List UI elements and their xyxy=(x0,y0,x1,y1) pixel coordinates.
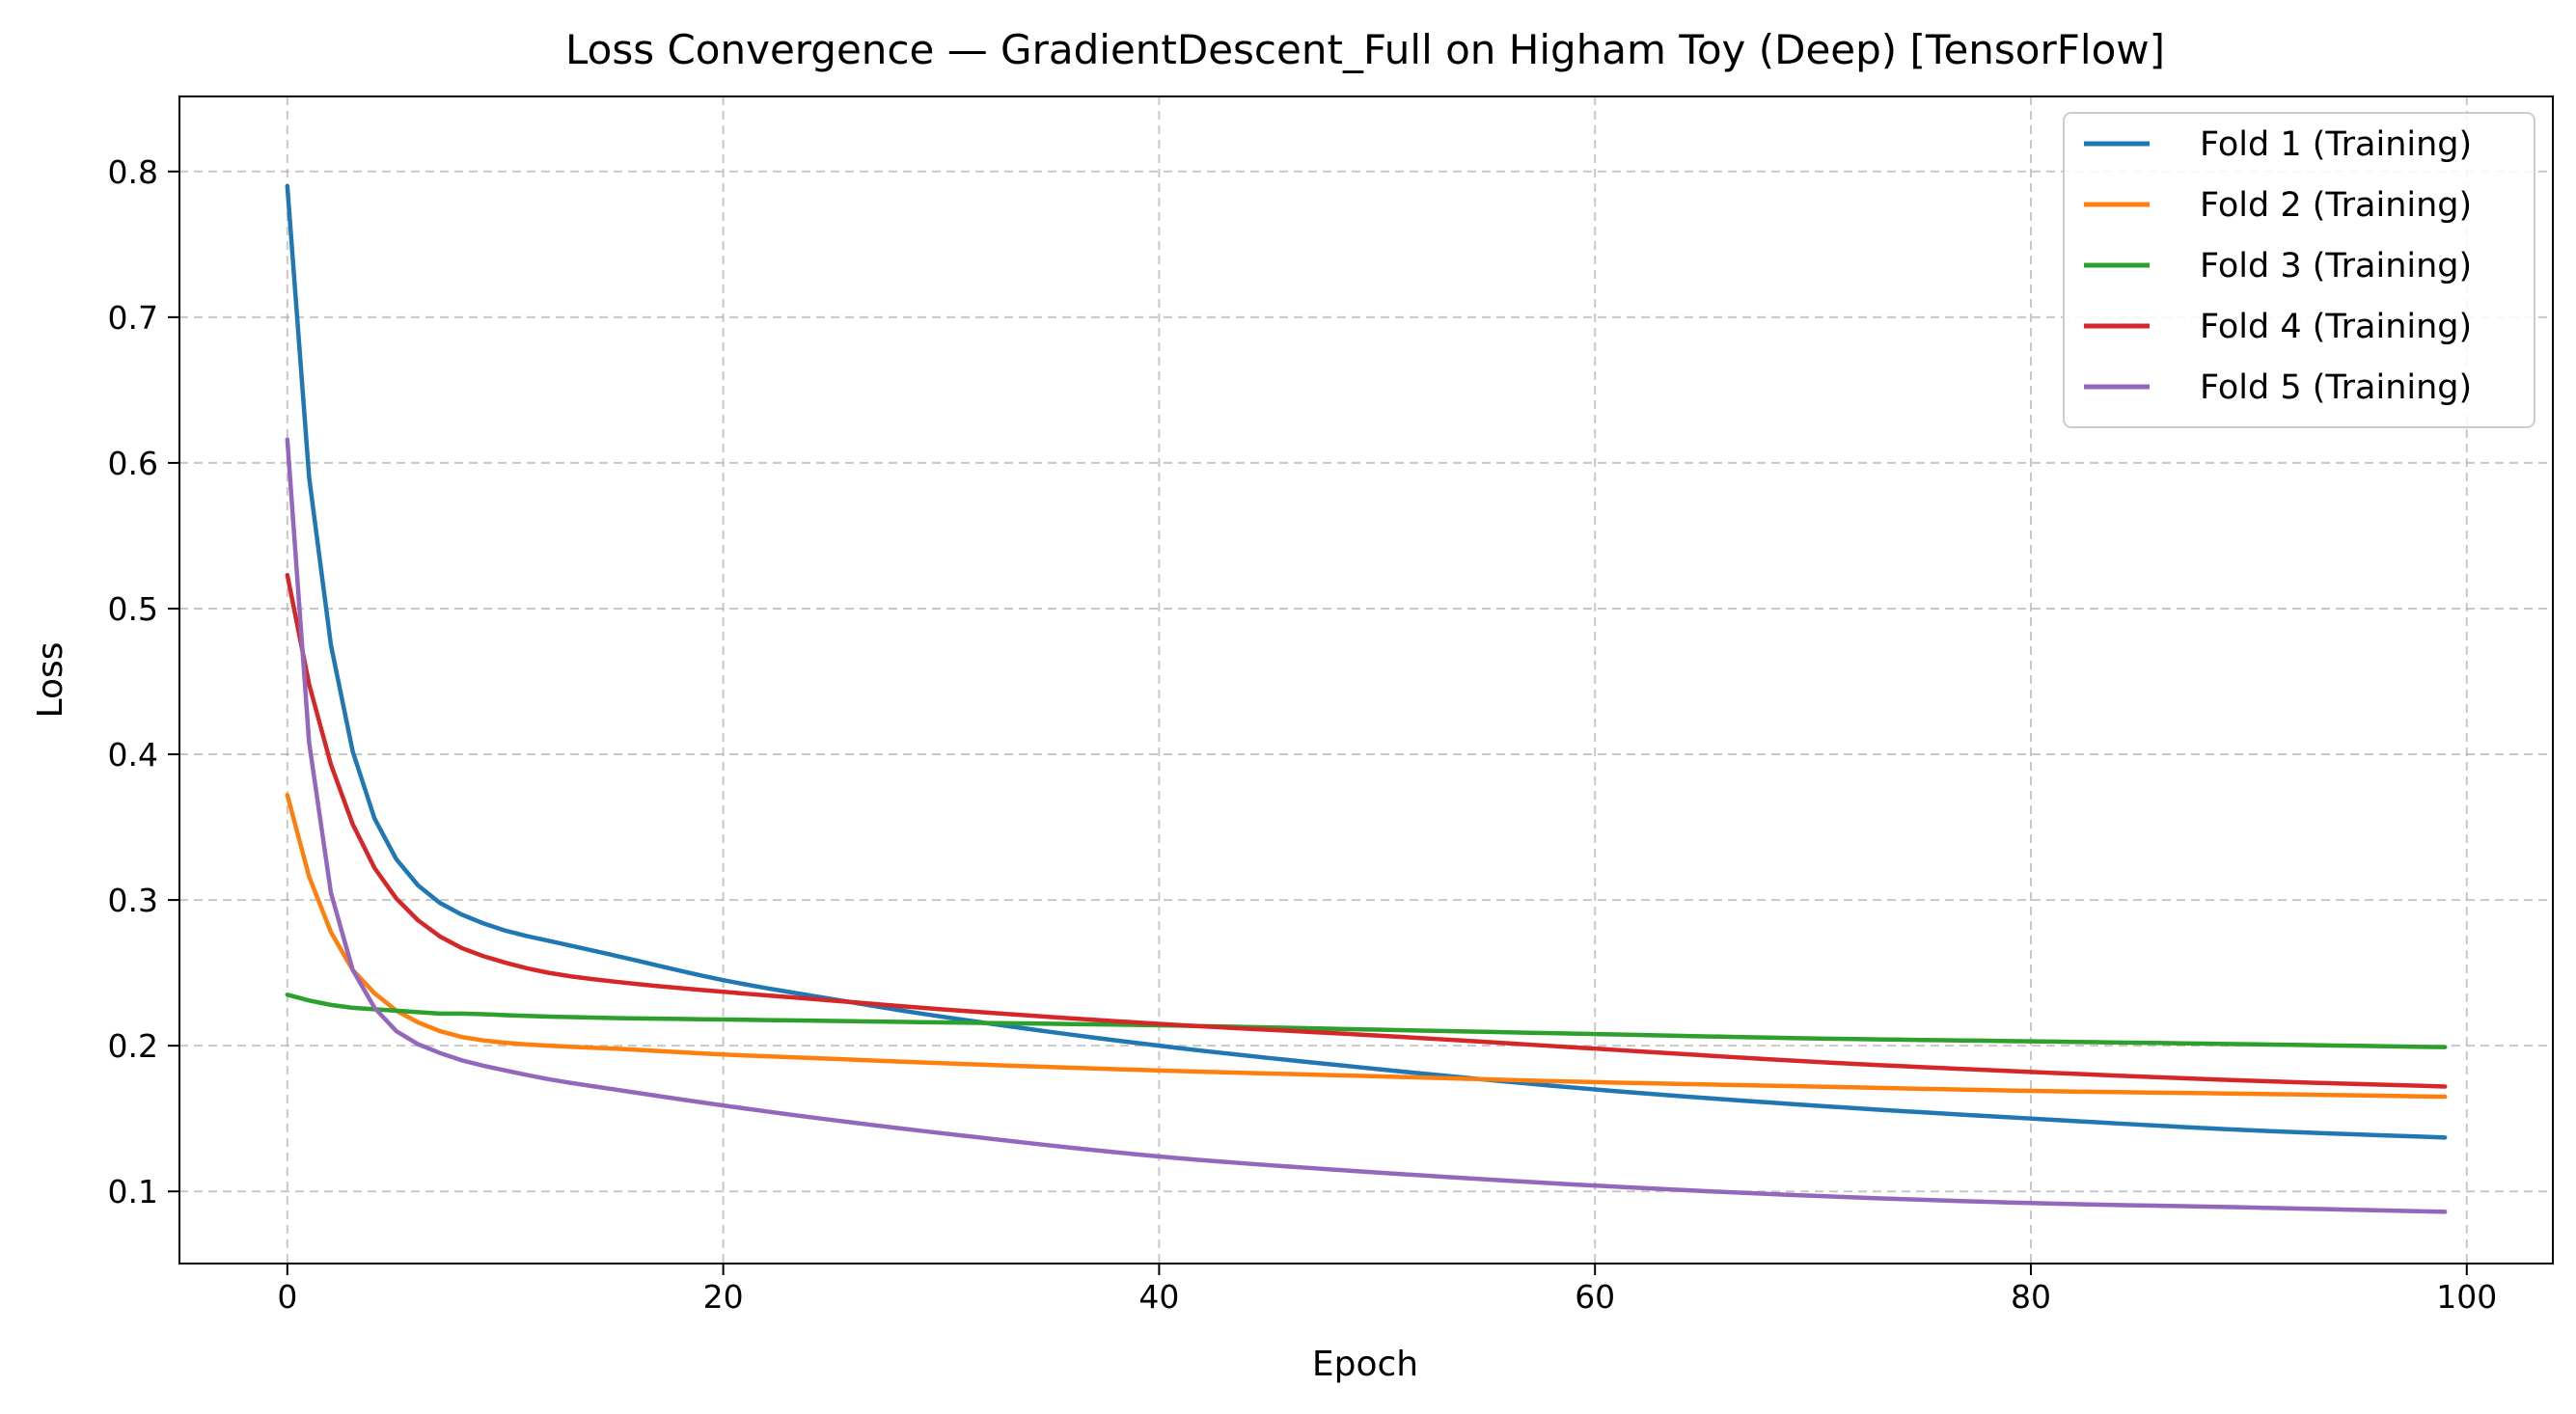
legend: Fold 1 (Training) Fold 2 (Training) Fold 3… xyxy=(2063,112,2535,428)
y-tick-label: 0.3 xyxy=(108,882,158,919)
legend-label-fold-5: Fold 5 (Training) xyxy=(2200,368,2472,407)
legend-label-fold-3: Fold 3 (Training) xyxy=(2200,247,2472,286)
series-line-fold-2 xyxy=(285,793,2448,1100)
x-tick-label: 20 xyxy=(703,1278,744,1316)
legend-label-fold-4: Fold 4 (Training) xyxy=(2200,308,2472,346)
y-tick-label: 0.7 xyxy=(108,299,158,337)
y-tick-label: 0.2 xyxy=(108,1027,158,1065)
chart-title: Loss Convergence — GradientDescent_Full … xyxy=(565,26,2165,73)
y-tick-label: 0.5 xyxy=(108,590,158,628)
plot-frame xyxy=(178,95,2554,1264)
y-tick-label: 0.8 xyxy=(108,153,158,191)
y-tick-label: 0.1 xyxy=(108,1173,158,1210)
ticks-layer: 0 20 40 60 80 100 0.1 0.2 0.3 0.4 0.5 0.6 0.7 0.8 xyxy=(108,153,2498,1316)
legend-label-fold-1: Fold 1 (Training) xyxy=(2200,125,2472,164)
series-line-fold-4 xyxy=(285,572,2448,1089)
y-axis-label: Loss xyxy=(31,642,70,719)
y-tick-label: 0.4 xyxy=(108,736,158,774)
x-axis-label: Epoch xyxy=(1312,1345,1418,1384)
x-tick-label: 0 xyxy=(277,1278,297,1316)
x-tick-label: 100 xyxy=(2436,1278,2497,1316)
y-tick-label: 0.6 xyxy=(108,445,158,482)
series-line-fold-5 xyxy=(285,437,2448,1214)
x-tick-label: 60 xyxy=(1575,1278,1615,1316)
x-tick-label: 80 xyxy=(2011,1278,2051,1316)
series-layer xyxy=(285,183,2448,1214)
legend-label-fold-2: Fold 2 (Training) xyxy=(2200,186,2472,225)
legend-box xyxy=(2063,112,2535,428)
series-line-fold-1 xyxy=(285,183,2448,1140)
series-line-fold-3 xyxy=(285,993,2448,1049)
x-tick-label: 40 xyxy=(1138,1278,1179,1316)
